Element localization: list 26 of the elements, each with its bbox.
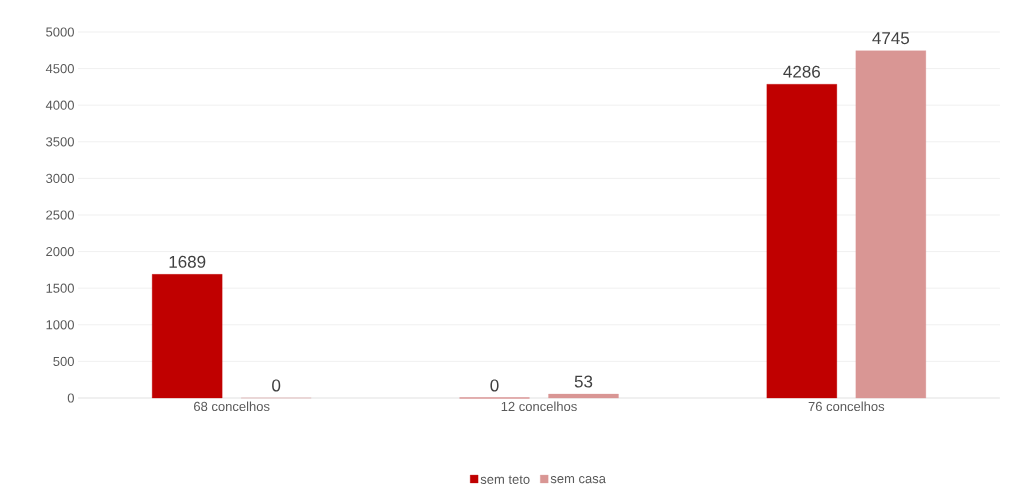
y-tick-label: 1500 [46, 283, 74, 293]
bar [766, 84, 837, 399]
y-tick-label: 2500 [46, 210, 74, 220]
data-label: 1689 [169, 255, 206, 268]
y-tick-label: 2000 [46, 246, 74, 257]
y-tick-label: 3500 [46, 137, 74, 147]
data-label: 53 [574, 375, 593, 388]
y-tick-label: 500 [53, 356, 74, 366]
y-tick-label: 0 [67, 393, 74, 403]
legend-label: sem teto [480, 475, 530, 484]
bar [548, 393, 619, 399]
x-tick-label: 68 concelhos [194, 401, 270, 412]
y-tick-label: 1000 [46, 320, 74, 330]
data-label: 0 [490, 379, 499, 392]
data-label: 0 [272, 379, 281, 392]
x-tick-label: 12 concelhos [501, 401, 577, 412]
bar [152, 274, 223, 399]
bar [855, 50, 926, 399]
y-tick-label: 3000 [46, 173, 74, 183]
y-tick-label: 4500 [45, 63, 74, 74]
x-tick-label: 76 concelhos [808, 401, 885, 412]
data-label: 4745 [872, 32, 910, 45]
y-tick-label: 5000 [46, 27, 74, 37]
data-label: 4286 [783, 65, 820, 78]
y-tick-label: 4000 [45, 100, 74, 110]
legend-label: sem casa [550, 476, 606, 484]
